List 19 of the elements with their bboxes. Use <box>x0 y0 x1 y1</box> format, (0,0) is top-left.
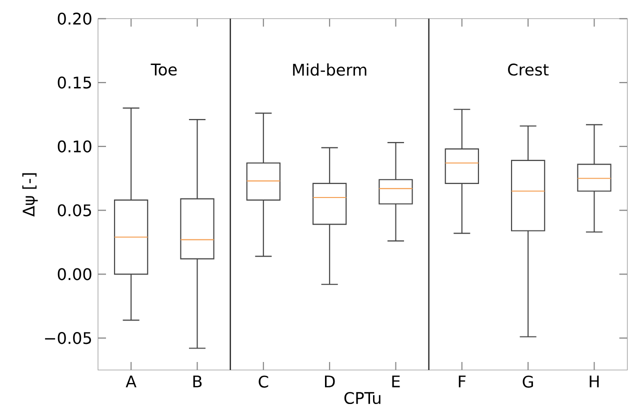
x-tick-label: A <box>126 376 136 388</box>
annotation: Toe <box>150 64 177 76</box>
x-axis-title: CPTu <box>344 392 380 404</box>
annotation: Mid-berm <box>293 63 366 76</box>
y-tick-label: 0.05 <box>58 204 91 216</box>
x-tick-label: G <box>522 376 533 388</box>
x-tick-label: D <box>324 376 335 388</box>
y-tick-label: −0.05 <box>45 332 92 344</box>
y-tick-label: 0.10 <box>58 140 92 152</box>
x-tick-label: B <box>193 376 202 388</box>
y-tick-label: 0.15 <box>58 76 91 89</box>
x-tick-label: E <box>392 376 400 388</box>
x-tick-label: C <box>258 376 268 388</box>
x-tick-label: H <box>590 376 599 388</box>
annotation: Crest <box>508 64 549 76</box>
y-tick-label: 0.20 <box>58 12 92 25</box>
y-tick-label: 0.00 <box>58 268 92 280</box>
y-axis-title: Δψ [-] <box>22 173 38 217</box>
x-tick-label: F <box>458 376 466 388</box>
